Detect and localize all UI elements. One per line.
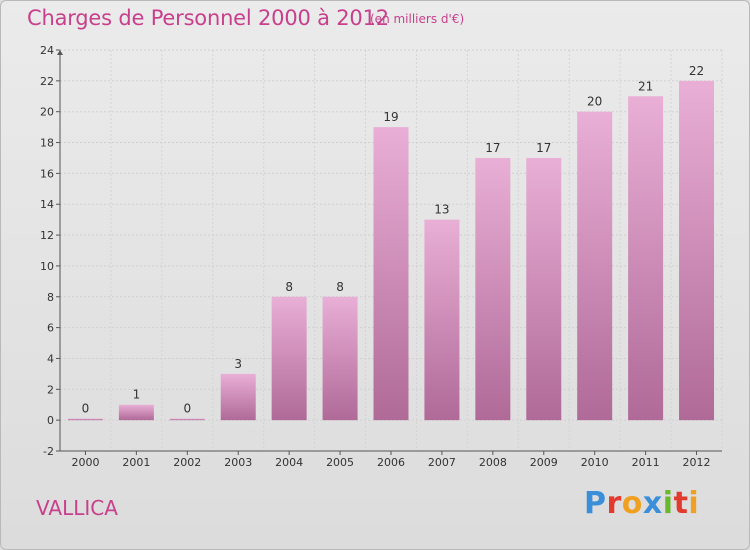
bar-value-label: 13 xyxy=(434,203,449,217)
bar-value-label: 22 xyxy=(689,64,704,78)
bar xyxy=(169,418,205,421)
bar xyxy=(679,80,715,421)
bar xyxy=(373,127,409,421)
y-axis-arrow xyxy=(57,50,63,55)
bar xyxy=(628,96,664,421)
x-tick-label: 2005 xyxy=(326,456,354,469)
chart-subtitle: (en milliers d'€) xyxy=(370,12,465,26)
y-tick-label: 12 xyxy=(40,229,54,242)
x-tick-label: 2012 xyxy=(683,456,711,469)
bar-value-label: 17 xyxy=(536,141,551,155)
y-tick-label: 10 xyxy=(40,260,54,273)
bar-value-label: 8 xyxy=(285,280,293,294)
x-tick-label: 2006 xyxy=(377,456,405,469)
x-tick-label: 2000 xyxy=(71,456,99,469)
axes xyxy=(56,49,722,455)
proxiti-logo: Proxiti xyxy=(584,486,699,521)
bar-value-label: 8 xyxy=(336,280,344,294)
chart-title: Charges de Personnel 2000 à 2012 xyxy=(27,6,389,30)
x-tick-label: 2008 xyxy=(479,456,507,469)
x-tick-label: 2003 xyxy=(224,456,252,469)
x-tick-label: 2010 xyxy=(581,456,609,469)
x-tick-label: 2004 xyxy=(275,456,303,469)
y-tick-label: 20 xyxy=(40,106,54,119)
logo-letter: P xyxy=(584,486,607,521)
y-tick-label: 2 xyxy=(47,383,54,396)
y-tick-label: 16 xyxy=(40,167,54,180)
y-tick-label: 4 xyxy=(47,352,54,365)
logo-letter: o xyxy=(621,486,643,521)
bar xyxy=(67,418,103,421)
y-tick-label: 14 xyxy=(40,198,54,211)
commune-name: VALLICA xyxy=(36,496,118,520)
logo-letter: i xyxy=(688,486,700,521)
grid-lines xyxy=(59,49,723,452)
bar-value-label: 20 xyxy=(587,95,602,109)
y-tick-label: 6 xyxy=(47,322,54,335)
y-tick-label: -2 xyxy=(43,445,54,458)
bar-value-label: 19 xyxy=(383,110,398,124)
bar xyxy=(118,404,154,421)
bars xyxy=(67,80,715,421)
logo-letter: i xyxy=(662,486,674,521)
bar xyxy=(424,219,460,421)
bar-value-label: 3 xyxy=(234,357,242,371)
y-tick-label: 0 xyxy=(47,414,54,427)
x-tick-label: 2002 xyxy=(173,456,201,469)
x-tick-label: 2007 xyxy=(428,456,456,469)
logo-letter: t xyxy=(673,486,689,521)
logo-letter: r xyxy=(606,486,622,521)
bar xyxy=(526,157,562,421)
bar-value-label: 0 xyxy=(183,402,191,416)
y-tick-label: 22 xyxy=(40,75,54,88)
y-tick-label: 8 xyxy=(47,291,54,304)
labels: -202468101214161820222402000120010200232… xyxy=(40,44,711,469)
bar xyxy=(577,111,613,421)
x-tick-label: 2009 xyxy=(530,456,558,469)
bar-value-label: 1 xyxy=(133,388,141,402)
bar-value-label: 0 xyxy=(82,402,90,416)
y-tick-label: 24 xyxy=(40,44,54,57)
bar-value-label: 17 xyxy=(485,141,500,155)
bar xyxy=(220,373,256,421)
bar xyxy=(475,157,511,421)
y-tick-label: 18 xyxy=(40,137,54,150)
x-tick-label: 2001 xyxy=(122,456,150,469)
bar xyxy=(271,296,307,421)
bar-value-label: 21 xyxy=(638,79,653,93)
logo-letter: x xyxy=(642,486,663,521)
bar xyxy=(322,296,358,421)
x-tick-label: 2011 xyxy=(632,456,660,469)
